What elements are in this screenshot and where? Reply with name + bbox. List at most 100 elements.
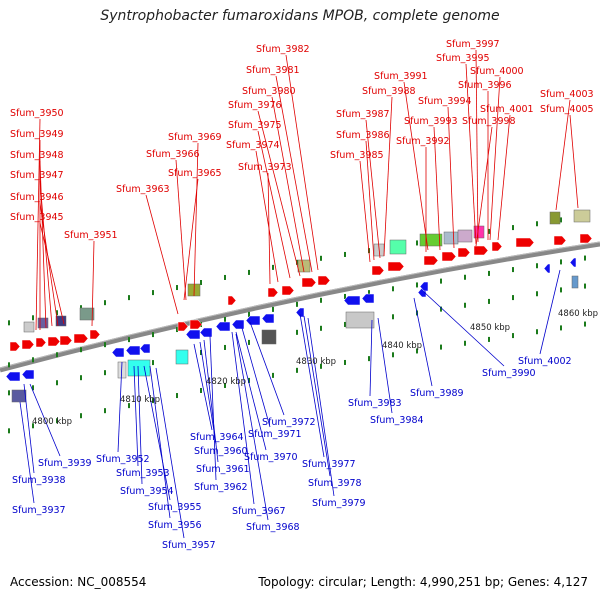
scale-label: 4840 kbp [382,341,422,351]
gene-label: Sfum_4001 [480,104,534,115]
tick-mark [8,320,10,326]
tick-mark [248,269,250,275]
tick-mark [296,301,298,307]
gene-label: Sfum_3980 [242,86,296,97]
gene-label: Sfum_3989 [410,388,464,399]
leader-line [183,178,199,301]
tick-mark [104,370,106,376]
forward-gene [73,333,89,344]
tick-mark [536,291,538,297]
gene-label: Sfum_3965 [168,168,222,179]
gene-label: Sfum_3985 [330,150,384,161]
tick-mark [344,251,346,257]
leader-line [383,96,393,257]
tick-mark [464,302,466,308]
tick-mark [248,377,250,383]
tick-mark [296,329,298,335]
tick-mark [152,360,154,366]
leader-line [555,99,571,211]
leader-line [359,160,371,263]
gene-label: Sfum_4003 [540,89,594,100]
forward-gene [35,337,47,348]
gene-label: Sfum_3977 [302,459,356,470]
feature-box [175,349,189,365]
leader-line [369,319,373,397]
gene-label: Sfum_3951 [64,230,118,241]
leader-line [203,339,219,463]
tick-mark [344,321,346,327]
gene-label: Sfum_4002 [518,356,572,367]
tick-mark [224,344,226,350]
gene-label: Sfum_3954 [120,486,174,497]
reverse-gene [111,347,125,358]
tick-mark [488,298,490,304]
tick-mark [200,280,202,285]
tick-mark [416,348,418,354]
tick-mark [80,305,82,311]
leader-line [39,222,65,325]
leader-line [193,142,199,297]
tick-mark [464,274,466,280]
tick-mark [272,306,274,312]
leader-line [569,114,579,209]
reverse-gene [231,319,245,330]
forward-gene [371,265,385,276]
forward-gene [21,339,35,350]
tick-mark [152,290,154,296]
leader-line [143,365,171,501]
gene-labels: Sfum_3950 Sfum_3949 Sfum_3948 Sfum_3947 Sfum… [10,39,594,551]
tick-mark [560,259,562,265]
tick-mark [368,356,370,362]
feature-box [573,209,591,223]
tick-mark [440,344,442,350]
gene-label: Sfum_3996 [458,80,512,91]
gene-label: Sfum_3987 [336,109,390,120]
tick-mark [392,286,394,292]
leader-line [155,367,185,539]
forward-gene [441,251,457,262]
reverse-gene [199,327,213,338]
tick-mark [224,274,226,280]
gene-label: Sfum_3938 [12,475,66,486]
leader-line [29,383,61,457]
gene-label: Sfum_3966 [146,149,200,160]
leader-line [447,106,455,249]
leader-line [475,126,493,247]
leader-line [403,81,429,251]
leader-line [19,401,35,504]
reverse-gene [343,295,361,306]
tick-mark [104,408,106,414]
reverse-gene [125,345,141,356]
leader-line [433,126,441,251]
leader-line [133,365,139,467]
gene-label: Sfum_3992 [396,136,450,147]
tick-mark [56,352,58,358]
leader-line [413,297,433,387]
forward-gene [267,287,279,298]
tick-mark [512,333,514,339]
feature-box [11,389,27,403]
tick-mark [104,342,106,348]
feature-box [389,239,407,255]
reverse-gene [569,257,577,268]
tick-mark [560,325,562,331]
gene-label: Sfum_3971 [248,429,302,440]
leader-line [475,49,479,243]
tick-mark [248,339,250,345]
gene-label: Sfum_3988 [362,86,416,97]
tick-mark [416,282,418,288]
tick-mark [56,380,58,386]
leader-line [149,365,171,519]
leader-line [137,365,143,485]
tick-mark [440,278,442,284]
tick-mark [272,264,274,270]
label-leader-lines [19,49,579,539]
forward-gene [579,233,593,244]
gene-label: Sfum_3984 [370,415,424,426]
tick-mark [104,300,106,306]
gene-label: Sfum_3960 [194,446,248,457]
tick-mark [32,423,34,429]
feature-box [443,231,459,245]
leader-line [539,269,561,355]
tick-mark [56,310,58,316]
